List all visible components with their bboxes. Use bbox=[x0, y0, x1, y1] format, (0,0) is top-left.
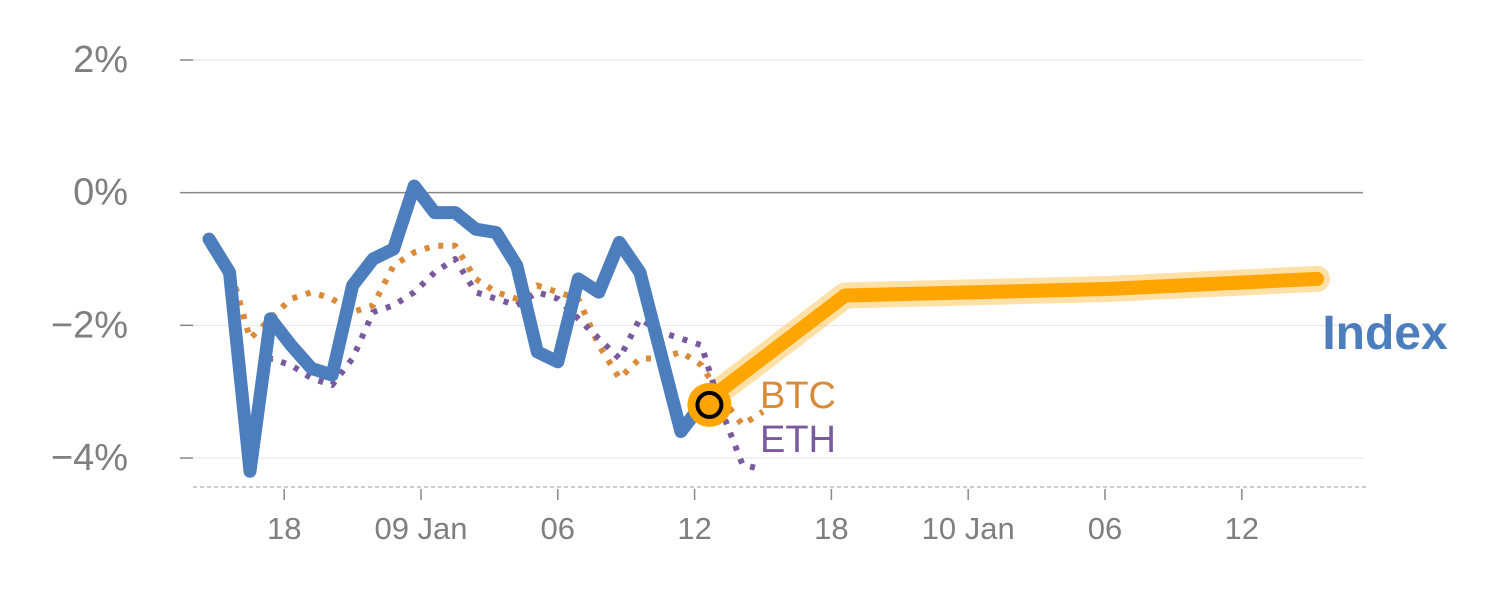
forecast-line bbox=[694, 271, 1324, 412]
y-tick-label: −4% bbox=[51, 437, 128, 479]
x-tick-label: 06 bbox=[541, 511, 575, 546]
btc-series-line bbox=[206, 237, 765, 428]
y-tick-label: 2% bbox=[73, 39, 128, 81]
axes: 2% 0% −2% −4% 18 09 Jan 06 12 18 10 Jan 06 12 bbox=[51, 39, 1366, 546]
y-tick-label: 0% bbox=[73, 172, 128, 214]
series bbox=[202, 179, 1330, 478]
markers bbox=[687, 382, 732, 427]
eth-series-label: ETH bbox=[760, 419, 836, 461]
x-tick-label: 06 bbox=[1088, 511, 1122, 546]
x-tick-label: 18 bbox=[267, 511, 301, 546]
btc-series-label: BTC bbox=[760, 375, 836, 417]
y-tick-label: −2% bbox=[51, 304, 128, 346]
junction-marker-ring bbox=[695, 390, 724, 419]
x-tick-label: 12 bbox=[677, 511, 711, 546]
eth-series-line bbox=[206, 244, 757, 471]
x-tick-label: 18 bbox=[814, 511, 848, 546]
x-tick-label: 12 bbox=[1225, 511, 1259, 546]
index-series-line bbox=[202, 179, 708, 478]
x-tick-label: 09 Jan bbox=[374, 511, 467, 546]
index-series-label: Index bbox=[1322, 307, 1448, 360]
x-tick-label: 10 Jan bbox=[922, 511, 1015, 546]
grid bbox=[193, 59, 1363, 459]
